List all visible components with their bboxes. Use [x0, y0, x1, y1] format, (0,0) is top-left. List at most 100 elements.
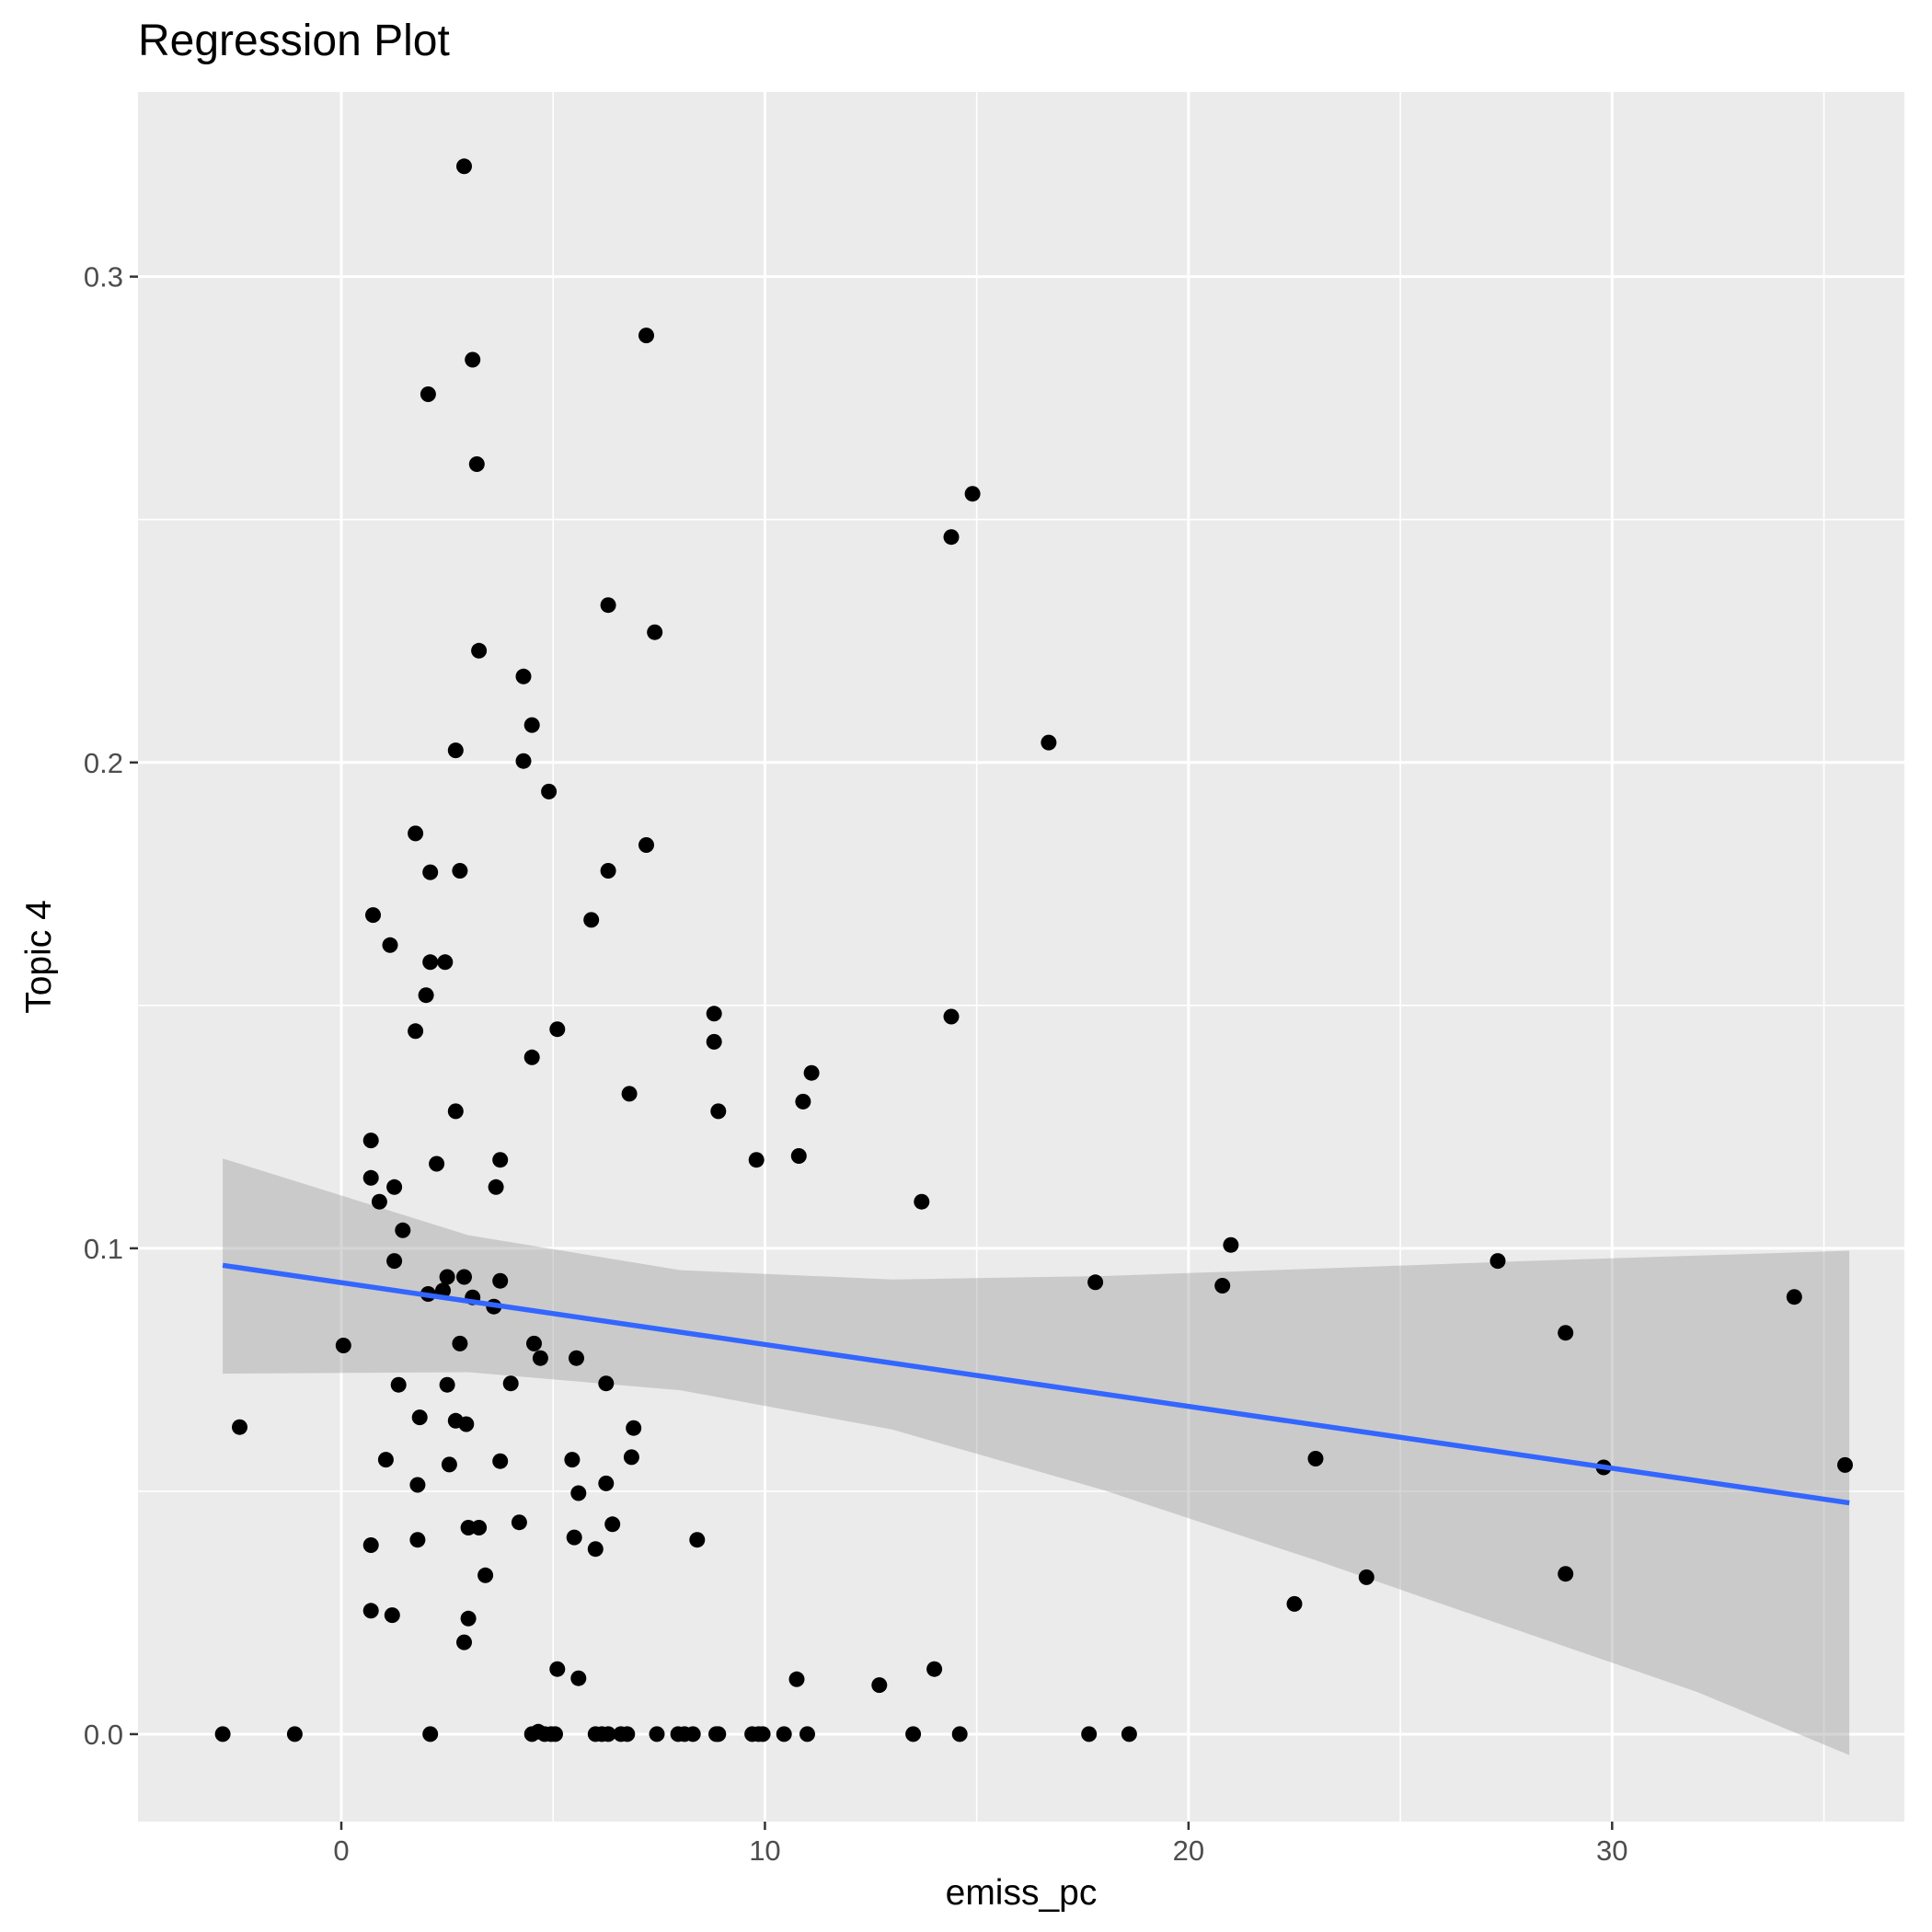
- data-point: [362, 1537, 379, 1553]
- data-point: [456, 1269, 472, 1285]
- data-point: [447, 742, 464, 759]
- confidence-band: [223, 1158, 1850, 1755]
- data-point: [418, 987, 434, 1004]
- data-point: [710, 1726, 727, 1742]
- major-gridlines: [138, 92, 1904, 1822]
- data-point: [456, 1634, 472, 1650]
- data-point: [541, 783, 558, 799]
- data-point: [456, 158, 472, 175]
- data-point: [689, 1532, 706, 1548]
- data-point: [943, 529, 960, 546]
- data-point: [649, 1726, 665, 1742]
- data-point: [547, 1726, 563, 1742]
- data-point: [492, 1453, 509, 1469]
- data-point: [511, 1514, 527, 1531]
- data-point: [598, 1475, 615, 1491]
- data-point: [437, 954, 454, 971]
- data-point: [492, 1272, 509, 1289]
- data-point: [623, 1449, 639, 1466]
- data-point: [447, 1103, 464, 1120]
- data-point: [1041, 734, 1057, 751]
- y-axis-title: Topic 4: [19, 900, 59, 1014]
- data-point: [526, 1335, 542, 1351]
- confidence-band-layer: [223, 1158, 1850, 1755]
- data-point: [365, 907, 381, 924]
- data-point: [570, 1485, 587, 1501]
- data-point: [384, 1607, 400, 1624]
- data-point: [452, 863, 468, 879]
- data-point: [790, 1148, 807, 1164]
- data-point: [214, 1726, 231, 1742]
- data-point: [776, 1726, 792, 1742]
- data-point: [619, 1726, 636, 1742]
- data-point: [706, 1033, 722, 1050]
- data-point: [600, 597, 616, 614]
- data-point: [1489, 1253, 1506, 1270]
- data-point: [422, 954, 439, 971]
- x-tick-label: 0: [333, 1834, 349, 1867]
- data-point: [943, 1008, 960, 1025]
- data-point: [382, 937, 398, 953]
- data-point: [362, 1169, 379, 1186]
- data-point: [1223, 1236, 1239, 1253]
- chart-title: Regression Plot: [138, 17, 450, 65]
- x-tick-label: 10: [749, 1834, 780, 1867]
- data-point: [621, 1086, 638, 1102]
- data-point: [638, 328, 654, 344]
- data-point: [926, 1661, 943, 1677]
- y-tick-label: 0.2: [84, 747, 123, 779]
- data-point: [684, 1726, 701, 1742]
- data-point: [600, 863, 616, 879]
- data-point: [600, 1726, 616, 1742]
- data-point: [1214, 1278, 1231, 1294]
- data-point: [452, 1335, 468, 1351]
- data-point: [1286, 1595, 1303, 1612]
- data-point: [362, 1133, 379, 1149]
- data-point: [871, 1677, 888, 1694]
- data-point: [626, 1420, 642, 1436]
- data-point: [371, 1193, 387, 1210]
- data-point: [564, 1452, 581, 1468]
- data-point: [549, 1661, 566, 1677]
- data-point: [386, 1253, 403, 1270]
- regression-line-layer: [222, 1262, 1850, 1506]
- data-point: [408, 1023, 424, 1040]
- data-point: [488, 1179, 504, 1195]
- data-point: [710, 1103, 727, 1120]
- x-tick-label: 20: [1173, 1834, 1204, 1867]
- data-point: [795, 1093, 811, 1110]
- data-point: [549, 1021, 566, 1038]
- y-tick-label: 0.0: [84, 1719, 123, 1751]
- data-point: [471, 1520, 488, 1535]
- data-point: [441, 1456, 457, 1473]
- data-point: [477, 1567, 494, 1583]
- data-point: [335, 1338, 351, 1353]
- data-point: [803, 1064, 820, 1081]
- data-point: [232, 1419, 247, 1435]
- data-point: [754, 1726, 771, 1742]
- data-point: [390, 1376, 407, 1393]
- data-point: [1786, 1289, 1802, 1305]
- regression-line: [222, 1262, 1850, 1506]
- data-point: [362, 1603, 379, 1619]
- data-point: [422, 864, 439, 880]
- data-point: [460, 1610, 477, 1627]
- data-point: [914, 1193, 930, 1210]
- data-point: [420, 386, 436, 402]
- data-point: [788, 1671, 805, 1687]
- data-point: [286, 1726, 303, 1742]
- data-point: [647, 624, 663, 640]
- data-point: [748, 1152, 765, 1168]
- data-point: [532, 1350, 548, 1366]
- x-tick-label: 30: [1596, 1834, 1627, 1867]
- data-point: [1081, 1726, 1098, 1742]
- minor-gridlines: [128, 92, 1904, 1822]
- x-axis-title: emiss_pc: [946, 1873, 1098, 1913]
- data-point: [1558, 1325, 1574, 1341]
- data-point: [1358, 1569, 1374, 1585]
- data-point: [411, 1409, 428, 1426]
- data-point: [502, 1375, 519, 1392]
- data-point: [905, 1726, 922, 1742]
- y-tick-label: 0.1: [84, 1233, 123, 1265]
